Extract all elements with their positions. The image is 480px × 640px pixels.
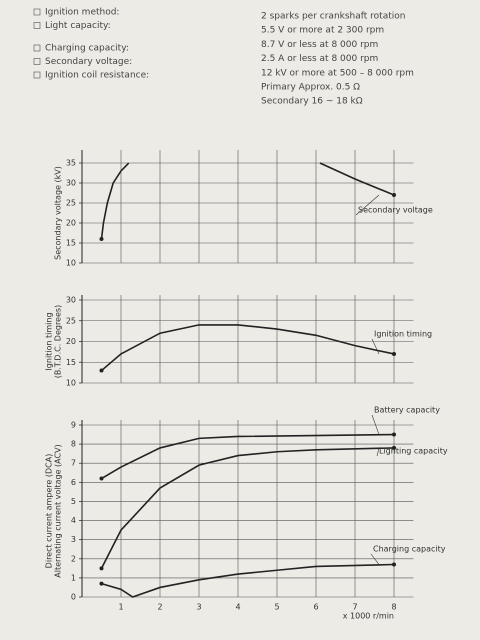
spec-value: 12 kV or more at 500 – 8 000 rpm (261, 68, 414, 78)
spec-value: 2 sparks per crankshaft rotation (261, 12, 405, 22)
leader-line (355, 194, 380, 216)
x-tick-label: 3 (196, 603, 201, 612)
y-tick-label: 20 (66, 219, 76, 228)
series-label: Lighting capacity (379, 447, 448, 456)
spec-label: Ignition method: (45, 8, 119, 18)
y-tick-label: 25 (66, 199, 76, 208)
leader-line (370, 553, 380, 565)
x-tick-label: 6 (313, 603, 318, 612)
spec-value: 5.5 V or more at 2 300 rpm (261, 26, 384, 36)
data-point (392, 351, 396, 356)
y-tick-label: 25 (66, 316, 76, 325)
spec-value: Primary Approx. 0.5 Ω (261, 83, 360, 93)
series-label: Battery capacity (374, 406, 440, 415)
series-label: Secondary voltage (358, 206, 433, 215)
spec-value: 2.5 A or less at 8 000 rpm (261, 54, 378, 64)
data-line (101, 563, 395, 598)
x-tick-label: 5 (274, 603, 279, 612)
spec-label: Ignition coil resistance: (45, 71, 149, 81)
y-tick-label: 30 (66, 296, 76, 305)
y-tick-label: 6 (71, 478, 76, 487)
leader-line (371, 414, 380, 435)
y-tick-label: 4 (71, 516, 76, 525)
y-tick-label: 2 (71, 554, 76, 563)
checkbox (33, 8, 41, 16)
spec-label: Light capacity: (45, 21, 111, 31)
data-line (100, 162, 395, 240)
data-point (99, 368, 104, 373)
x-axis-label: x 1000 r/min (343, 612, 394, 621)
y-tick-label: 3 (71, 535, 76, 544)
data-point (392, 432, 396, 437)
data-point (392, 562, 396, 567)
data-point (99, 581, 104, 586)
y-tick-label: 30 (66, 179, 76, 188)
data-point (99, 237, 104, 241)
spec-label: Secondary voltage: (45, 57, 132, 67)
x-tick-label: 8 (391, 603, 396, 612)
checkbox (33, 58, 41, 65)
series-label: Ignition timing (374, 330, 432, 339)
spec-label: Charging capacity: (45, 44, 129, 54)
x-tick-label: 1 (118, 603, 123, 612)
data-point (99, 566, 104, 571)
y-tick-label: 1 (71, 573, 76, 582)
y-axis-label: Ignition timing (45, 312, 54, 370)
spec-value: Secondary 16 ~ 18 kΩ (261, 97, 363, 107)
y-tick-label: 10 (66, 259, 76, 268)
y-tick-label: 35 (66, 159, 76, 168)
data-line (101, 433, 395, 480)
y-tick-label: 0 (71, 593, 76, 602)
y-axis-label: Direct current ampere (DCA) (45, 454, 54, 569)
y-axis-label: Secondary voltage (kV) (54, 166, 63, 260)
data-point (99, 476, 104, 481)
checkbox (33, 71, 41, 79)
y-tick-label: 9 (71, 421, 76, 430)
data-point (392, 193, 396, 197)
data-line (100, 324, 395, 372)
leader-line (371, 338, 380, 355)
x-tick-label: 7 (352, 603, 357, 612)
y-tick-label: 5 (71, 497, 76, 506)
series-label: Charging capacity (373, 545, 446, 554)
y-tick-label: 15 (66, 239, 76, 248)
y-tick-label: 7 (71, 459, 76, 468)
checkbox (33, 22, 41, 29)
checkbox (33, 44, 41, 52)
spec-value: 8.7 V or less at 8 000 rpm (261, 40, 378, 50)
x-tick-label: 2 (157, 603, 162, 612)
y-tick-label: 8 (71, 440, 76, 449)
x-tick-label: 4 (235, 603, 240, 612)
data-point (392, 445, 396, 450)
y-tick-label: 10 (66, 379, 76, 388)
data-line (100, 447, 395, 569)
y-axis-label: (B.T.D.C. Degrees) (54, 305, 63, 378)
y-axis-label: Alternating current voltage (ACV) (54, 444, 63, 577)
y-tick-label: 20 (66, 337, 76, 346)
leader-line (376, 447, 380, 457)
y-tick-label: 15 (66, 358, 76, 367)
